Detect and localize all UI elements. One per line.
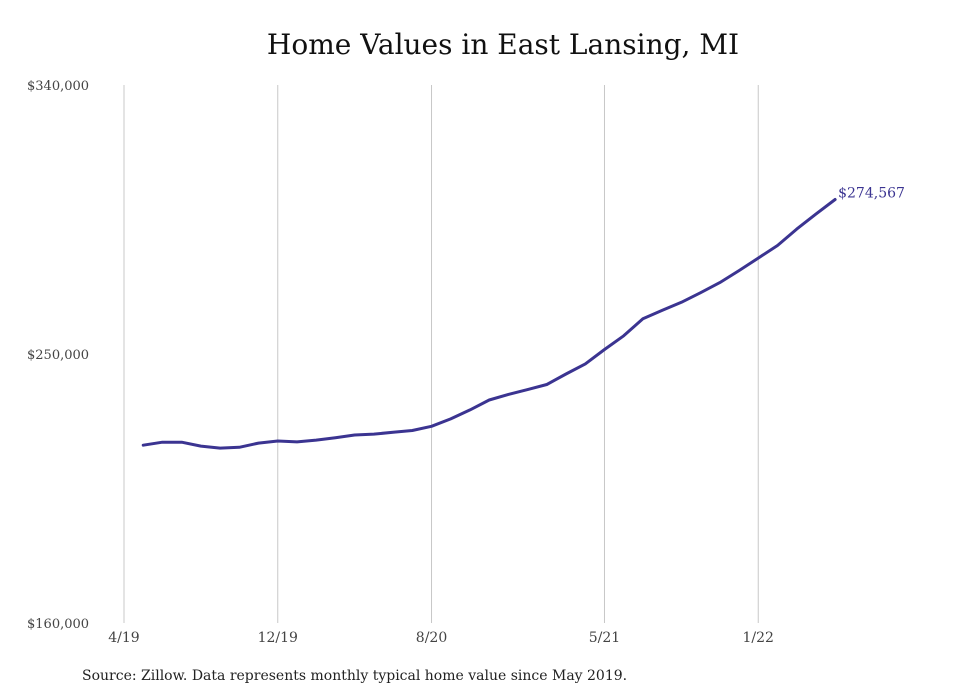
x-tick-label: 5/21 [589, 630, 620, 646]
y-tick-label: $160,000 [27, 617, 89, 632]
y-tick-label: $340,000 [27, 79, 89, 94]
grid-lines [123, 85, 759, 623]
x-axis: 4/19 12/19 8/20 5/21 1/22 [108, 630, 774, 646]
series-group: $274,567 [141, 185, 905, 450]
source-note: Source: Zillow. Data represents monthly … [82, 668, 628, 684]
chart-title: Home Values in East Lansing, MI [266, 28, 740, 61]
y-tick-label: $250,000 [27, 348, 89, 363]
x-tick-label: 4/19 [108, 630, 139, 646]
x-tick-label: 12/19 [258, 630, 298, 646]
y-axis: $340,000 $250,000 $160,000 [27, 79, 89, 632]
x-tick-label: 1/22 [743, 630, 774, 646]
series-line [141, 198, 837, 450]
end-value-label: $274,567 [838, 185, 905, 201]
x-tick-label: 8/20 [416, 630, 447, 646]
